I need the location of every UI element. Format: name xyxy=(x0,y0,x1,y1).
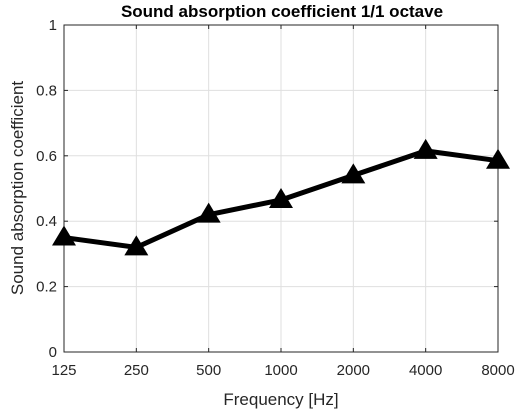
data-point-marker xyxy=(196,202,221,223)
y-tick-label: 0 xyxy=(49,344,57,361)
y-axis-ticks: 0 0.2 0.4 0.6 0.8 1 xyxy=(36,17,498,361)
x-tick-label: 250 xyxy=(124,362,149,379)
chart-title: Sound absorption coefficient 1/1 octave xyxy=(121,2,443,21)
x-axis-ticks: 125 250 500 1000 2000 4000 8000 xyxy=(51,25,515,379)
x-tick-label: 1000 xyxy=(264,362,297,379)
x-axis-label: Frequency [Hz] xyxy=(223,390,338,409)
series-layer xyxy=(52,138,510,256)
data-point-marker xyxy=(269,187,293,208)
y-tick-label: 0.6 xyxy=(36,148,57,165)
data-point-marker xyxy=(52,225,76,246)
grid xyxy=(64,25,498,352)
y-tick-label: 0.4 xyxy=(36,213,57,230)
data-point-marker xyxy=(486,148,510,169)
y-axis-label: Sound absorption coefficient xyxy=(8,81,27,296)
x-tick-label: 125 xyxy=(51,362,76,379)
y-tick-label: 0.2 xyxy=(36,279,57,296)
data-point-marker xyxy=(124,235,149,256)
y-tick-label: 0.8 xyxy=(36,82,57,99)
x-tick-label: 8000 xyxy=(481,362,514,379)
x-tick-label: 2000 xyxy=(337,362,370,379)
x-tick-label: 4000 xyxy=(409,362,442,379)
y-tick-label: 1 xyxy=(49,17,57,34)
data-point-marker xyxy=(341,163,366,184)
x-tick-label: 500 xyxy=(196,362,221,379)
data-point-marker xyxy=(413,138,438,159)
